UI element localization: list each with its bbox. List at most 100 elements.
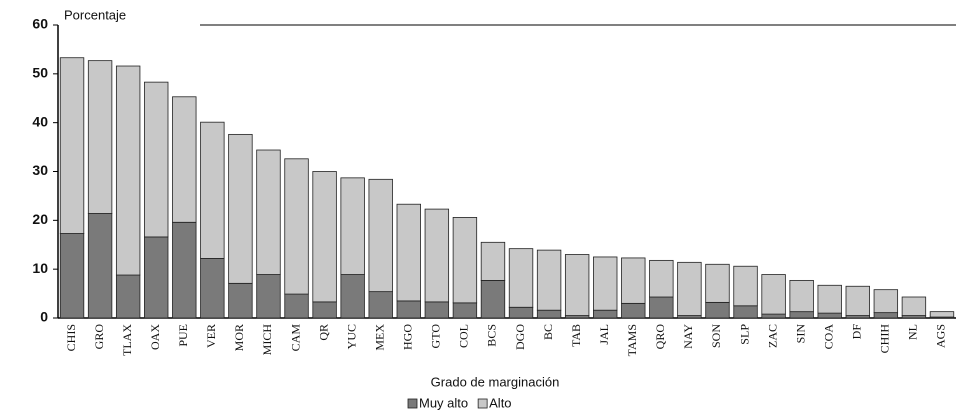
bar-segment [761,313,786,319]
x-tick-label: DGO [513,324,527,350]
bar-segment [172,221,197,319]
bar-segment [284,158,309,295]
bar-segment [256,149,281,275]
bar-segment [424,208,450,303]
bar-segment [705,301,730,319]
x-tick-label: GRO [92,324,106,350]
bar-segment [649,259,674,298]
bar-segment [761,274,786,315]
bar-segment [817,284,842,314]
x-tick-label: TAB [569,324,583,347]
bar-segment [452,302,478,319]
bar-segment [312,301,337,319]
x-tick-label: AGS [934,324,948,348]
x-tick-label: ZAC [765,324,779,348]
bar-segment [256,274,281,319]
x-tick-label: YUC [344,324,358,349]
bar-segment [228,282,253,319]
x-tick-label: BC [541,324,555,340]
bar-segment [677,261,702,316]
bar-segment [87,60,113,214]
bar-segment [817,312,842,319]
x-tick-label: CHIS [64,324,78,351]
bar-segment [115,274,141,319]
bar-segment [340,177,365,275]
bar-segment [873,312,899,319]
x-tick-label: GTO [429,324,443,349]
bar-segment [733,265,758,307]
bar-segment [873,289,899,314]
bar-segment [115,65,141,276]
x-axis-title: Grado de marginación [431,374,560,389]
x-tick-label: BCS [485,324,499,347]
y-tick-label: 50 [32,65,48,81]
x-tick-label: CHIH [878,324,892,354]
x-tick-label: JAL [597,324,611,345]
y-tick-label: 60 [32,16,48,32]
bar-segment [144,236,169,319]
y-tick-label: 0 [40,309,48,325]
bar-segment [536,249,562,311]
y-tick-label: 20 [32,211,48,227]
y-tick-label: 10 [32,260,48,276]
x-tick-label: PUE [176,324,190,347]
x-tick-label: CAM [288,324,302,352]
bar-segment [845,285,870,316]
x-tick-label: DF [850,324,864,340]
bar-segment [901,296,927,316]
y-tick-label: 40 [32,113,48,129]
bar-segment [368,291,393,319]
bar-segment [200,258,225,319]
y-tick-label: 30 [32,162,48,178]
bar-segment [705,263,730,303]
x-tick-label: QRO [653,324,667,350]
bar-segment [789,279,814,313]
x-tick-label: TLAX [120,324,134,356]
bar-segment [424,301,450,319]
x-tick-label: SLP [737,324,751,345]
x-tick-label: OAX [148,324,162,350]
x-tick-label: MICH [260,324,274,356]
bar-segment [564,254,590,316]
bar-segment [621,302,646,319]
x-tick-label: VER [204,324,218,348]
bar-segment [172,96,197,223]
bar-segment [284,293,309,319]
bar-segment [593,309,618,319]
bar-segment [929,311,955,318]
x-tick-label: MOR [232,324,246,351]
bar-segment [59,57,85,234]
bar-segment [396,300,421,319]
x-tick-label: MEX [372,324,386,351]
bar-segment [733,305,758,319]
bar-segment [508,306,534,319]
x-tick-label: NL [906,324,920,340]
x-tick-label: COL [457,324,471,348]
x-tick-label: NAY [681,324,695,349]
x-tick-label: SIN [793,324,807,344]
bar-segment [87,213,113,319]
legend-label: Muy alto [419,395,468,410]
bar-segment [621,257,646,304]
bar-segment [593,256,618,311]
bar-segment [480,279,506,319]
legend-swatch [477,398,488,409]
bar-segment [200,121,225,259]
bar-segment [144,81,169,238]
x-tick-label: SON [709,324,723,348]
bar-segment [59,233,85,319]
bar-segment [508,248,534,308]
bar-segment [536,309,562,319]
x-tick-label: QR [316,324,330,341]
y-axis-title: Porcentaje [64,7,126,22]
bar-segment [340,274,365,319]
legend-label: Alto [489,395,511,410]
bar-segment [396,203,421,302]
x-tick-label: HGO [401,324,415,350]
legend-swatch [407,398,418,409]
bar-segment [480,241,506,281]
bar-segment [228,133,253,284]
x-tick-label: TAMS [625,324,639,356]
bar-segment [789,311,814,319]
